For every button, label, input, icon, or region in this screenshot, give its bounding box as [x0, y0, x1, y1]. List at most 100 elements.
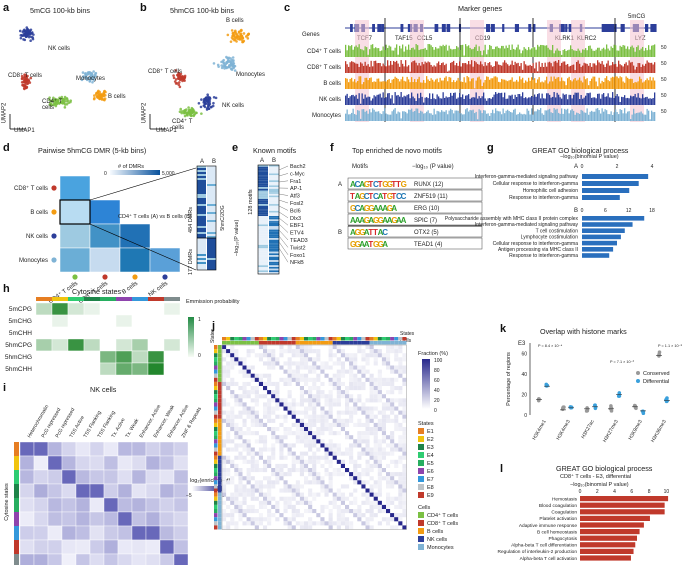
track-bar	[645, 47, 647, 57]
transition-cell	[250, 418, 255, 423]
track-bar	[639, 63, 641, 73]
track-bar	[375, 47, 377, 57]
transition-cell	[340, 373, 345, 378]
transition-cell	[279, 476, 284, 481]
track-bar	[495, 61, 497, 73]
transition-cell	[299, 394, 304, 399]
go-l-sub: CD8⁺ T cells - E3, differential	[560, 473, 631, 480]
overlap-ytick: 20	[521, 392, 527, 398]
umap-b-point	[208, 98, 211, 102]
transition-cell	[222, 439, 227, 444]
transition-cell	[340, 463, 345, 468]
transition-cell	[267, 377, 272, 382]
track-bar	[370, 60, 372, 73]
transition-cell	[349, 386, 354, 391]
motif-leader	[278, 229, 289, 241]
track-bar	[582, 82, 584, 89]
track-bar	[484, 44, 486, 57]
go-b-term: Cellular response to interferon-gamma	[493, 241, 579, 247]
track-bar	[582, 65, 584, 73]
transition-cell	[263, 435, 268, 440]
dmr-strip-cell	[207, 204, 216, 206]
transition-cell	[271, 361, 276, 366]
enrichment-cell	[75, 455, 91, 471]
cell-side-bar	[218, 447, 222, 452]
go-b-bar	[582, 253, 610, 258]
transition-cell	[398, 455, 403, 460]
track-bar	[573, 50, 575, 57]
emission-cell	[51, 314, 69, 328]
umap-b-label-mono: Monocytes	[236, 72, 266, 78]
transition-cell	[308, 427, 313, 432]
transition-cell	[361, 381, 366, 386]
track-bar	[613, 112, 615, 121]
transition-cell	[332, 504, 337, 509]
track-bar	[481, 113, 483, 121]
transition-cell	[328, 439, 333, 444]
transition-cell	[394, 349, 399, 354]
track-bar	[588, 85, 590, 89]
transition-cell	[250, 504, 255, 509]
transition-cell	[308, 435, 313, 440]
go-b-tick: 6	[604, 208, 607, 214]
transition-cell	[254, 459, 259, 464]
track-bar	[463, 55, 465, 57]
state-side-bar	[214, 517, 218, 522]
transition-cell	[373, 463, 378, 468]
cell-side-bar	[218, 422, 222, 427]
transition-cell	[275, 476, 280, 481]
motif-cell	[258, 212, 268, 215]
track-bar	[427, 44, 429, 57]
transition-cell	[222, 488, 227, 493]
transition-cell	[340, 500, 345, 505]
transition-cell	[226, 422, 231, 427]
transition-cell	[234, 488, 239, 493]
transition-cell	[312, 521, 317, 526]
track-bar	[549, 94, 551, 105]
motif-cell	[269, 190, 279, 193]
transition-cell	[328, 459, 333, 464]
transition-cell	[381, 509, 386, 514]
transition-cell	[299, 361, 304, 366]
transition-cell	[340, 472, 345, 477]
logo-letter: A	[396, 216, 402, 225]
track-bar	[385, 66, 387, 73]
track-bar	[397, 94, 399, 105]
transition-cell	[263, 463, 268, 468]
transition-cell	[402, 500, 407, 505]
track-bar	[583, 49, 585, 57]
track-bar	[402, 63, 404, 73]
cell-top-bar	[246, 341, 251, 345]
transition-cell	[390, 447, 395, 452]
state-top-bar	[332, 337, 337, 341]
transition-cell	[361, 353, 366, 358]
cell-top-bar	[242, 341, 247, 345]
transition-cell	[345, 369, 350, 374]
motif-col-b: B	[272, 158, 276, 164]
umap-a-point	[103, 93, 107, 97]
dmr-col-a: A	[200, 159, 204, 165]
transition-cell	[238, 513, 243, 518]
transition-cell	[238, 504, 243, 509]
transition-cell	[328, 517, 333, 522]
track-bar	[634, 113, 636, 121]
state-legend-swatch	[418, 476, 424, 482]
logo-letter: A	[350, 228, 356, 237]
transition-cell	[254, 468, 259, 473]
motif-row-box	[347, 201, 483, 214]
track-bar	[406, 94, 408, 105]
dmr-strip-cell	[207, 198, 216, 200]
exon-block	[446, 24, 451, 32]
transition-cell	[222, 468, 227, 473]
transition-cell	[275, 394, 280, 399]
motif-cell	[269, 207, 279, 210]
track-bar	[582, 110, 584, 121]
state-color-bar	[164, 297, 180, 301]
umap-b-point	[242, 39, 246, 43]
transition-cell	[312, 349, 317, 354]
emission-cell	[163, 350, 181, 364]
track-bar	[574, 70, 576, 73]
motif-cell	[258, 183, 268, 186]
track-bar	[438, 82, 440, 89]
transition-cell	[312, 431, 317, 436]
